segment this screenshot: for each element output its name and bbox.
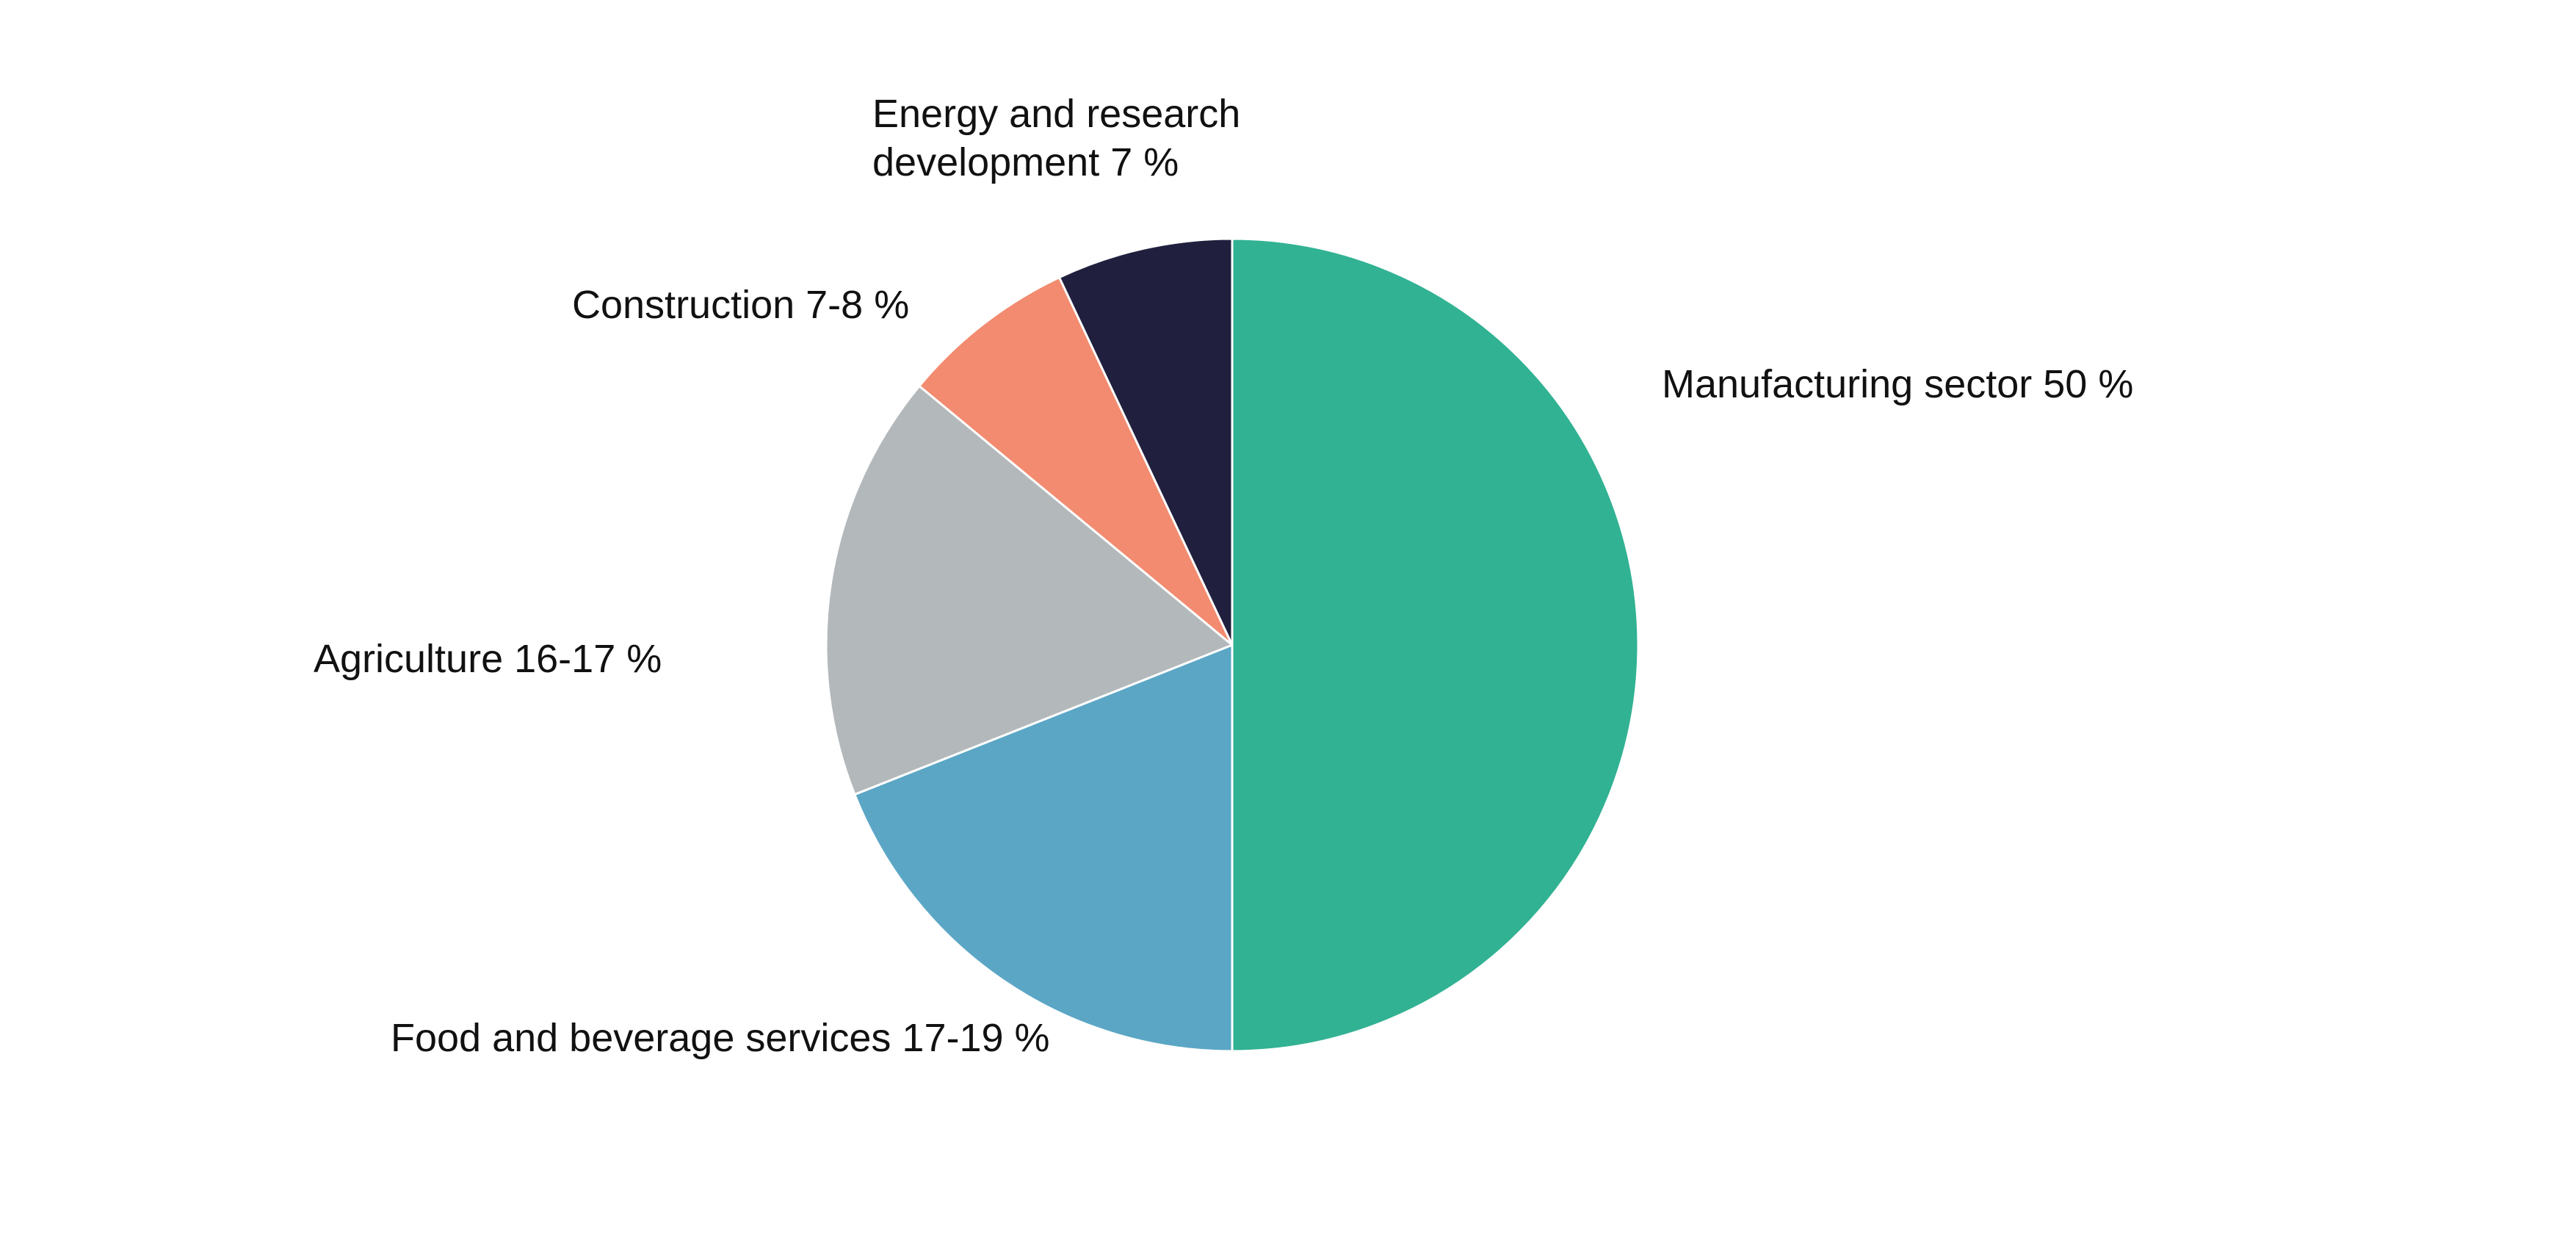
slice-label-line: development 7 % (872, 140, 1179, 184)
slice-label-line: Manufacturing sector 50 % (1662, 362, 2134, 406)
slice-label-construction: Construction 7-8 % (572, 281, 909, 329)
pie-slice-energy-and-research-development (1058, 237, 1234, 646)
slice-label-line: Energy and research (872, 92, 1241, 136)
slice-label-food-beverage: Food and beverage services 17-19 % (391, 1014, 1050, 1062)
pie-slice-agriculture (825, 385, 1234, 796)
slice-label-line: Food and beverage services 17-19 % (391, 1016, 1050, 1060)
slice-label-agriculture: Agriculture 16-17 % (314, 635, 662, 683)
pie-slice-food-and-beverage-services (853, 643, 1234, 1053)
slice-label-manufacturing: Manufacturing sector 50 % (1662, 360, 2133, 408)
slice-label-line: Agriculture 16-17 % (314, 637, 662, 681)
slice-label-energy-research: Energy and research development 7 % (872, 90, 1240, 187)
slice-label-line: Construction 7-8 % (572, 283, 910, 327)
pie-slice-construction (918, 276, 1234, 646)
pie-slice-manufacturing-sector (1231, 237, 1640, 1053)
